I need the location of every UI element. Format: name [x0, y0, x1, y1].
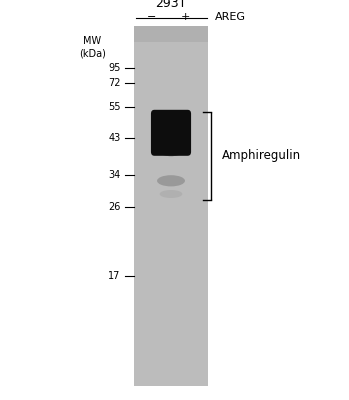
Ellipse shape: [159, 190, 182, 198]
Text: 95: 95: [109, 63, 121, 73]
Text: 34: 34: [109, 170, 121, 180]
Ellipse shape: [157, 175, 185, 186]
Text: AREG: AREG: [215, 12, 246, 22]
Text: −: −: [147, 12, 156, 22]
Text: Amphiregulin: Amphiregulin: [222, 150, 301, 162]
Text: MW
(kDa): MW (kDa): [79, 36, 106, 58]
Ellipse shape: [153, 133, 189, 156]
Text: 43: 43: [109, 133, 121, 143]
Text: 17: 17: [109, 271, 121, 281]
FancyBboxPatch shape: [151, 110, 191, 156]
Text: 26: 26: [109, 202, 121, 212]
Text: +: +: [180, 12, 190, 22]
Text: 55: 55: [108, 102, 121, 112]
Text: 72: 72: [108, 78, 121, 88]
FancyBboxPatch shape: [134, 26, 208, 386]
FancyBboxPatch shape: [134, 26, 208, 42]
Text: 293T: 293T: [155, 0, 187, 10]
